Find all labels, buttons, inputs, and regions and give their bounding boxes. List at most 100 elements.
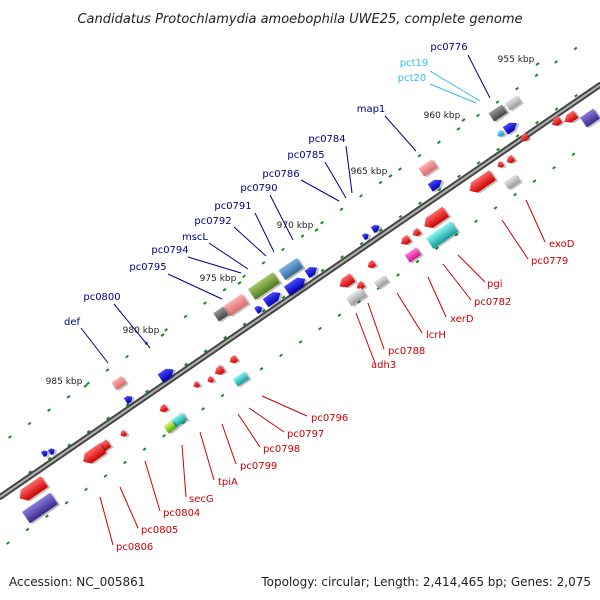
gene-label-adh3: adh3 — [371, 360, 396, 371]
tick-mark — [398, 214, 403, 219]
tick-mark — [415, 259, 420, 264]
figure-title: Candidatus Protochlamydia amoebophila UW… — [77, 12, 522, 27]
tick-mark — [571, 152, 576, 157]
gene-feature — [170, 412, 190, 429]
gene-feature — [367, 259, 379, 269]
gene-feature — [262, 292, 283, 309]
tick-mark — [242, 274, 246, 279]
gene-label-pc0784: pc0784 — [308, 134, 345, 145]
tick-mark — [162, 433, 166, 438]
tick-mark — [552, 165, 556, 170]
gene-feature — [404, 247, 424, 264]
gene-feature — [163, 420, 180, 435]
tick-mark — [47, 408, 51, 413]
tick-mark — [259, 366, 264, 371]
connector-line — [248, 407, 285, 433]
connector-line — [187, 256, 242, 274]
gene-feature — [520, 132, 532, 142]
tick-mark — [359, 241, 364, 246]
gene-feature — [254, 305, 265, 315]
gene-label-pc0804: pc0804 — [163, 508, 200, 519]
connector-line — [80, 327, 109, 364]
gene-label-pc0785: pc0785 — [287, 150, 324, 161]
tick-mark — [474, 219, 478, 224]
gene-feature — [551, 115, 565, 127]
tick-mark — [339, 207, 344, 212]
tick-mark — [300, 234, 305, 238]
kbp-tick — [314, 228, 319, 232]
tick-mark — [262, 308, 266, 313]
gene-label-pc0782: pc0782 — [474, 297, 511, 308]
connector-line — [113, 303, 151, 349]
gene-label-mscL: mscL — [182, 232, 208, 243]
connector-line — [99, 496, 114, 546]
tick-mark — [298, 340, 303, 344]
tick-mark — [359, 194, 363, 198]
tick-mark — [396, 273, 400, 277]
connector-line — [457, 254, 486, 283]
connector-line — [261, 395, 308, 417]
gene-feature — [427, 179, 445, 193]
connector-line — [442, 263, 472, 301]
tick-mark — [454, 232, 459, 237]
gene-feature — [497, 129, 507, 138]
tick-mark — [242, 322, 247, 326]
gene-label-pc0794: pc0794 — [151, 245, 188, 256]
kbp-tick — [535, 62, 540, 66]
tick-mark — [201, 407, 205, 411]
gene-label-pc0788: pc0788 — [388, 346, 425, 357]
gene-label-pc0776: pc0776 — [430, 42, 467, 53]
gene-feature — [400, 234, 414, 246]
gene-feature — [425, 221, 461, 250]
connector-line — [525, 199, 546, 243]
kbp-label: 955 kbp — [498, 55, 535, 65]
connector-line — [384, 115, 417, 152]
kbp-label: 965 kbp — [351, 167, 388, 177]
connector-line — [181, 444, 187, 498]
tick-mark — [223, 335, 227, 340]
tick-mark — [86, 381, 90, 386]
gene-feature — [506, 154, 518, 164]
gene-feature — [207, 375, 217, 384]
kbp-tick — [160, 333, 165, 337]
connector-line — [199, 431, 215, 481]
tick-mark — [184, 362, 188, 367]
gene-feature — [193, 380, 203, 389]
gene-feature — [488, 104, 510, 123]
gene-label-pc0797: pc0797 — [287, 429, 324, 440]
tick-mark — [183, 314, 188, 319]
tick-mark — [340, 255, 344, 259]
connector-line — [233, 226, 267, 257]
gene-feature — [412, 227, 424, 237]
tick-mark — [28, 470, 32, 474]
gene-feature — [159, 403, 171, 413]
gene-features — [19, 95, 600, 525]
tick-mark — [398, 167, 402, 171]
connector-line — [367, 302, 385, 350]
gene-label-pc0799: pc0799 — [240, 461, 277, 472]
gene-feature — [83, 443, 109, 465]
gene-feature — [157, 368, 176, 384]
gene-feature — [223, 293, 251, 317]
tick-mark — [318, 326, 322, 331]
tick-mark — [320, 268, 325, 273]
tick-mark — [261, 261, 266, 265]
accession-text: Accession: NC_005861 — [9, 575, 145, 589]
gene-feature — [564, 110, 581, 124]
kbp-tick — [388, 174, 393, 178]
gene-label-map1: map1 — [357, 104, 386, 115]
gene-label-pc0786: pc0786 — [262, 169, 299, 180]
connector-line — [467, 54, 491, 99]
tick-mark — [496, 147, 500, 152]
gene-feature — [278, 257, 306, 281]
tick-mark — [379, 228, 383, 232]
tick-mark — [145, 389, 149, 394]
tick-mark — [532, 179, 537, 183]
tick-mark — [45, 514, 49, 518]
gene-label-secG: secG — [189, 494, 214, 505]
kbp-tick — [461, 118, 466, 122]
tick-mark — [437, 140, 441, 145]
gene-label-pc0795: pc0795 — [129, 262, 166, 273]
gene-label-pc0796: pc0796 — [311, 413, 348, 424]
gene-feature — [22, 492, 61, 525]
